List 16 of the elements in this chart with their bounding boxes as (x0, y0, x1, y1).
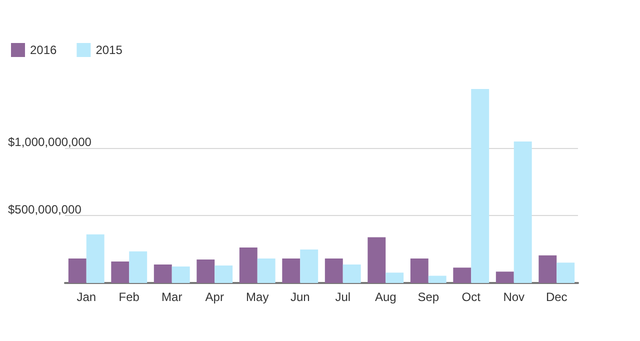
x-tick-label: Jun (290, 290, 310, 304)
x-tick-label: Oct (462, 290, 482, 304)
x-tick-label: Jan (76, 290, 96, 304)
y-tick-label: $1,000,000,000 (8, 134, 92, 149)
x-tick-label: Sep (418, 290, 440, 304)
x-tick-label: Jul (335, 290, 351, 304)
x-tick-label: Apr (205, 290, 224, 304)
x-tick-label: May (246, 290, 269, 304)
y-tick-label: $500,000,000 (8, 202, 82, 216)
x-tick-label: Feb (118, 290, 140, 304)
x-tick-label: Dec (546, 290, 568, 304)
x-tick-label: Nov (503, 290, 525, 304)
x-tick-label: Mar (162, 290, 182, 304)
legend-label: 2016 (30, 43, 58, 57)
legend-label: 2015 (96, 43, 123, 57)
x-tick-label: Aug (374, 290, 396, 304)
